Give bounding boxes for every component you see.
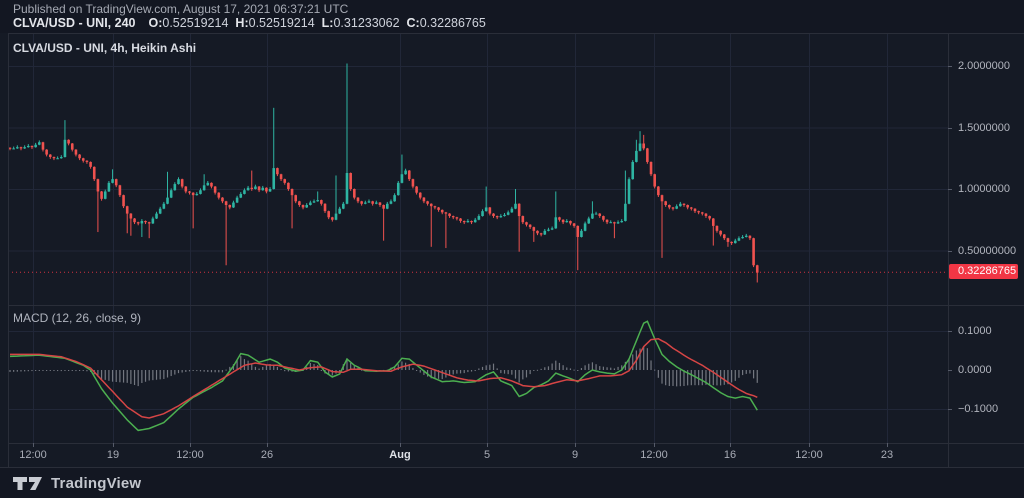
ohlc-value: 0.32286765 <box>419 16 486 30</box>
price-axis-label: 1.5000000 <box>958 122 1010 134</box>
time-axis-tick <box>809 443 810 447</box>
time-axis-tick <box>113 443 114 447</box>
time-axis-label: 9 <box>571 449 579 461</box>
price-axis-border <box>948 33 949 467</box>
ohlc-label: H: <box>235 16 249 30</box>
macd-signal-line <box>10 338 758 419</box>
macd-axis-label: 0.1000 <box>958 325 992 337</box>
published-line: Published on TradingView.com, August 17,… <box>13 2 349 16</box>
macd-histogram <box>9 346 758 387</box>
ohlc-label: O: <box>148 16 163 30</box>
chart-area <box>0 33 1024 467</box>
ohlc-label: C: <box>406 16 420 30</box>
header-divider <box>8 33 1024 34</box>
macd-axis-tick <box>948 409 952 410</box>
footer-divider <box>0 467 1024 468</box>
tradingview-logo-icon[interactable] <box>13 476 43 491</box>
heikin-ashi-candles <box>8 63 759 283</box>
time-axis-tick <box>887 443 888 447</box>
footer: TradingView <box>0 468 1024 498</box>
time-axis-label: 12:00 <box>19 449 47 461</box>
symbol-ohlc-line: CLVA/USD - UNI, 240 O:0.52519214 H:0.52519… <box>13 16 486 30</box>
time-axis-label: 19 <box>106 449 120 461</box>
time-axis-label: 12:00 <box>176 449 204 461</box>
price-axis-label: 1.0000000 <box>958 183 1010 195</box>
time-axis-tick <box>487 443 488 447</box>
time-axis-label: Aug <box>389 449 411 461</box>
time-axis-tick <box>33 443 34 447</box>
price-axis-label: 2.0000000 <box>958 60 1010 72</box>
time-axis-tick <box>654 443 655 447</box>
time-axis-label: 16 <box>723 449 737 461</box>
time-axis-tick <box>267 443 268 447</box>
last-price-badge: 0.32286765 <box>949 264 1018 279</box>
price-axis-tick <box>948 251 952 252</box>
time-axis-label: 5 <box>483 449 491 461</box>
price-axis-tick <box>948 128 952 129</box>
time-axis-label: 12:00 <box>640 449 668 461</box>
macd-axis-tick <box>948 370 952 371</box>
ohlc-label: L: <box>321 16 334 30</box>
macd-pane-title: MACD (12, 26, close, 9) <box>13 311 142 325</box>
plot-left-border <box>8 33 9 467</box>
symbol-title: CLVA/USD - UNI, 240 <box>13 16 136 30</box>
macd-axis-tick <box>948 331 952 332</box>
time-axis-tick <box>400 443 401 447</box>
price-axis-tick <box>948 189 952 190</box>
time-axis-tick <box>190 443 191 447</box>
macd-axis-label: 0.0000 <box>958 364 992 376</box>
macd-axis-label: −0.1000 <box>958 403 999 415</box>
ohlc-value: 0.31233062 <box>333 16 400 30</box>
ohlc-values: O:0.52519214 H:0.52519214 L:0.31233062 C:0.… <box>141 16 485 30</box>
time-axis-label: 23 <box>880 449 894 461</box>
ohlc-value: 0.52519214 <box>248 16 315 30</box>
time-axis-tick <box>730 443 731 447</box>
brand-name[interactable]: TradingView <box>51 474 142 492</box>
time-axis-label: 26 <box>260 449 274 461</box>
time-axis-tick <box>575 443 576 447</box>
price-pane-title: CLVA/USD - UNI, 4h, Heikin Ashi <box>13 41 197 55</box>
time-axis-border <box>8 443 1024 444</box>
gridlines <box>8 33 948 443</box>
price-axis-tick <box>948 66 952 67</box>
time-axis-label: 12:00 <box>795 449 823 461</box>
price-axis-label: 0.50000000 <box>958 245 1017 257</box>
pane-divider[interactable] <box>8 305 1024 306</box>
ohlc-value: 0.52519214 <box>162 16 229 30</box>
macd-line <box>9 320 758 432</box>
